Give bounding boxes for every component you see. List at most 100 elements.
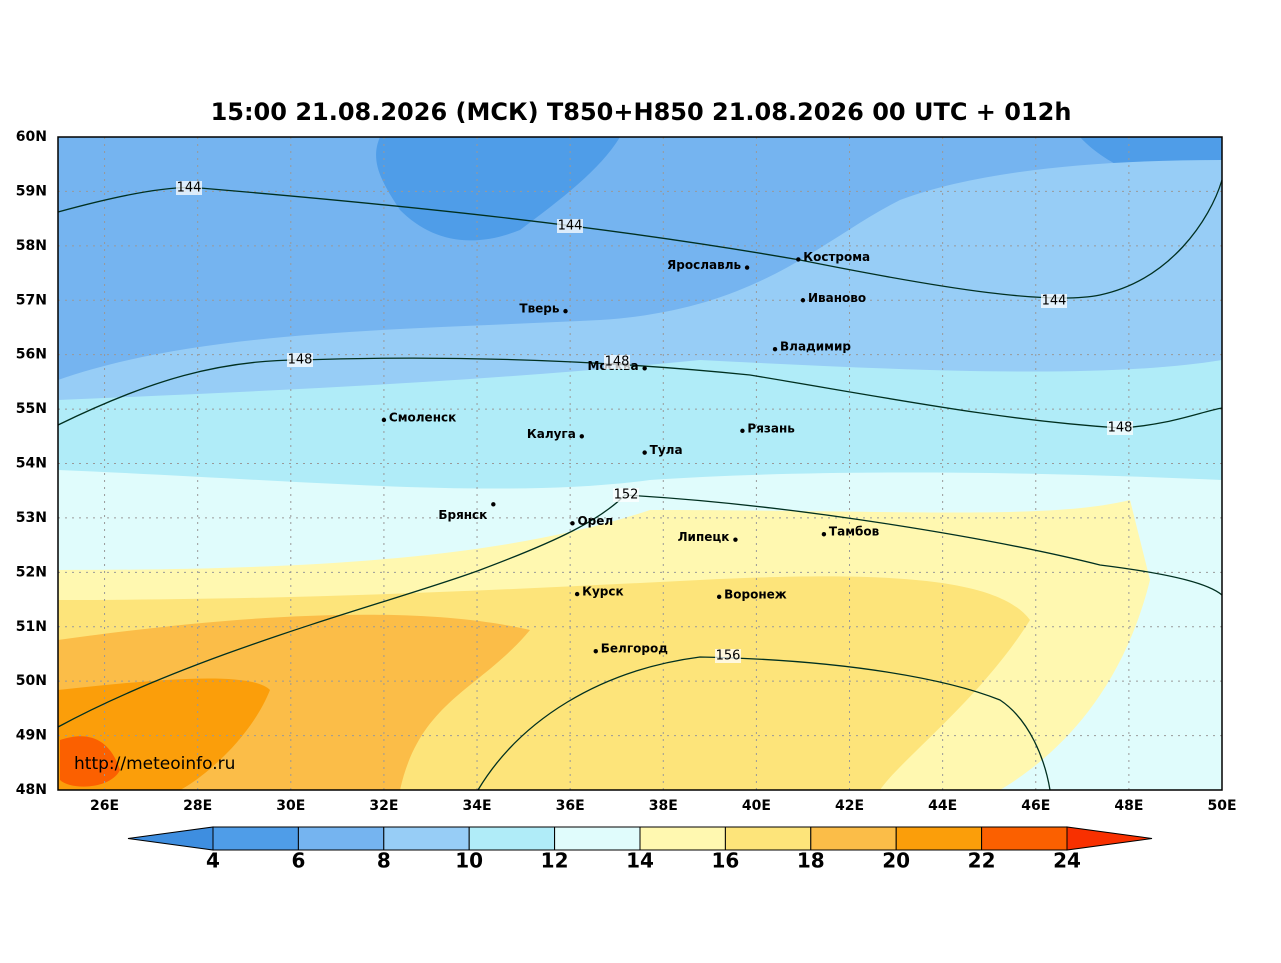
city-label: Курск	[582, 585, 623, 599]
watermark: http://meteoinfo.ru	[74, 754, 235, 774]
colorbar-segment	[895, 826, 983, 851]
colorbar-label: 20	[882, 849, 910, 873]
city-dot	[491, 502, 496, 507]
colorbar-segment	[554, 826, 641, 851]
city-label: Тверь	[519, 302, 560, 316]
contour-label: 148	[288, 353, 313, 368]
y-tick-label: 58N	[16, 238, 47, 254]
city-dot	[563, 308, 568, 314]
y-tick-label: 49N	[16, 728, 47, 744]
contour-label-bg	[1107, 421, 1133, 435]
colorbar-label: 24	[1053, 849, 1081, 873]
city-dot	[642, 450, 647, 455]
city-dot	[574, 591, 580, 597]
overlay: ТверьЯрославльКостромаИвановоВладимирМос…	[176, 181, 1133, 664]
x-tick-label: 44E	[928, 798, 957, 814]
contour-label: 144	[1042, 294, 1067, 309]
city-dot	[772, 347, 778, 352]
x-tick-label: 42E	[835, 798, 864, 814]
city-label: Тамбов	[829, 525, 880, 539]
colorbar-segment	[468, 826, 556, 851]
x-tick-label: 36E	[556, 798, 585, 814]
contour-label: 144	[558, 219, 583, 234]
field-4-6	[376, 137, 1222, 241]
colorbar-segment	[981, 826, 1068, 851]
x-tick-label: 28E	[183, 798, 212, 814]
city-dot	[579, 434, 584, 439]
city-label: Калуга	[527, 427, 576, 441]
city-label: Смоленск	[389, 410, 456, 424]
city-label: Брянск	[438, 508, 487, 522]
colorbar-label: 6	[291, 849, 305, 873]
field-22-24	[60, 736, 120, 787]
colorbar-extend-high	[1066, 826, 1153, 851]
contour-label-bg	[1041, 294, 1067, 308]
city-dot	[716, 594, 722, 600]
contour-label: 152	[614, 488, 639, 503]
y-tick-label: 55N	[16, 401, 47, 417]
contour-label-bg	[613, 488, 639, 502]
y-tick-label: 53N	[16, 510, 47, 526]
colorbar-segment	[297, 826, 385, 851]
colorbar-label: 18	[797, 849, 825, 873]
x-tick-label: 34E	[463, 798, 492, 814]
city-label: Воронеж	[724, 587, 787, 601]
city-label: Белгород	[601, 642, 668, 656]
x-tick-label: 38E	[649, 798, 678, 814]
city-dot	[733, 537, 738, 542]
colorbar-label: 4	[206, 849, 220, 873]
city-dot	[593, 649, 598, 654]
x-tick-label: 40E	[742, 798, 771, 814]
city-dot	[821, 532, 827, 537]
contour-label: 144	[177, 181, 202, 196]
city-label: Владимир	[780, 340, 851, 354]
contour-label: 148	[605, 355, 630, 370]
contour-line	[477, 656, 1051, 791]
y-tick-label: 54N	[16, 456, 47, 472]
city-dot	[570, 521, 575, 526]
colorbar-extend-low	[127, 826, 214, 851]
colorbar-segment	[724, 826, 812, 851]
temperature-field	[58, 137, 1222, 790]
colorbar-segment	[639, 826, 726, 851]
y-tick-label: 52N	[16, 564, 47, 580]
city-dot	[381, 417, 387, 423]
contour-label-bg	[715, 649, 741, 663]
city-label: Ярославль	[667, 258, 741, 272]
y-tick-label: 57N	[16, 292, 47, 308]
colorbar-label: 22	[968, 849, 996, 873]
contour-label-bg	[287, 353, 313, 367]
contour-label-bg	[176, 181, 202, 195]
colorbar-label: 16	[711, 849, 739, 873]
map-frame	[57, 136, 1223, 791]
colorbar-segment	[212, 826, 299, 851]
colorbar-segment	[810, 826, 897, 851]
x-tick-label: 30E	[276, 798, 305, 814]
city-dot	[744, 265, 750, 270]
contour-label-bg	[604, 355, 630, 369]
y-tick-label: 50N	[16, 673, 47, 689]
city-dot	[796, 257, 801, 262]
colorbar-label: 10	[455, 849, 483, 873]
y-tick-label: 51N	[16, 619, 47, 635]
city-label: Тула	[650, 443, 683, 457]
colorbar-segment	[383, 826, 470, 851]
y-tick-label: 56N	[16, 347, 47, 363]
contour-label: 148	[1108, 421, 1133, 436]
city-label: Кострома	[803, 250, 870, 264]
colorbar-label: 14	[626, 849, 654, 873]
y-tick-label: 60N	[16, 129, 47, 145]
y-tick-label: 48N	[16, 782, 47, 798]
colorbar-label: 8	[377, 849, 391, 873]
city-label: Орел	[577, 514, 613, 528]
x-tick-label: 50E	[1207, 798, 1236, 814]
city-label: Липецк	[678, 530, 730, 544]
contour-label-bg	[557, 219, 583, 233]
title: 15:00 21.08.2026 (МСК) T850+H850 21.08.2…	[211, 98, 1072, 126]
x-tick-label: 26E	[90, 798, 119, 814]
y-tick-label: 59N	[16, 183, 47, 199]
city-label: Иваново	[808, 291, 866, 305]
city-dot	[800, 298, 806, 303]
colorbar-label: 12	[541, 849, 569, 873]
